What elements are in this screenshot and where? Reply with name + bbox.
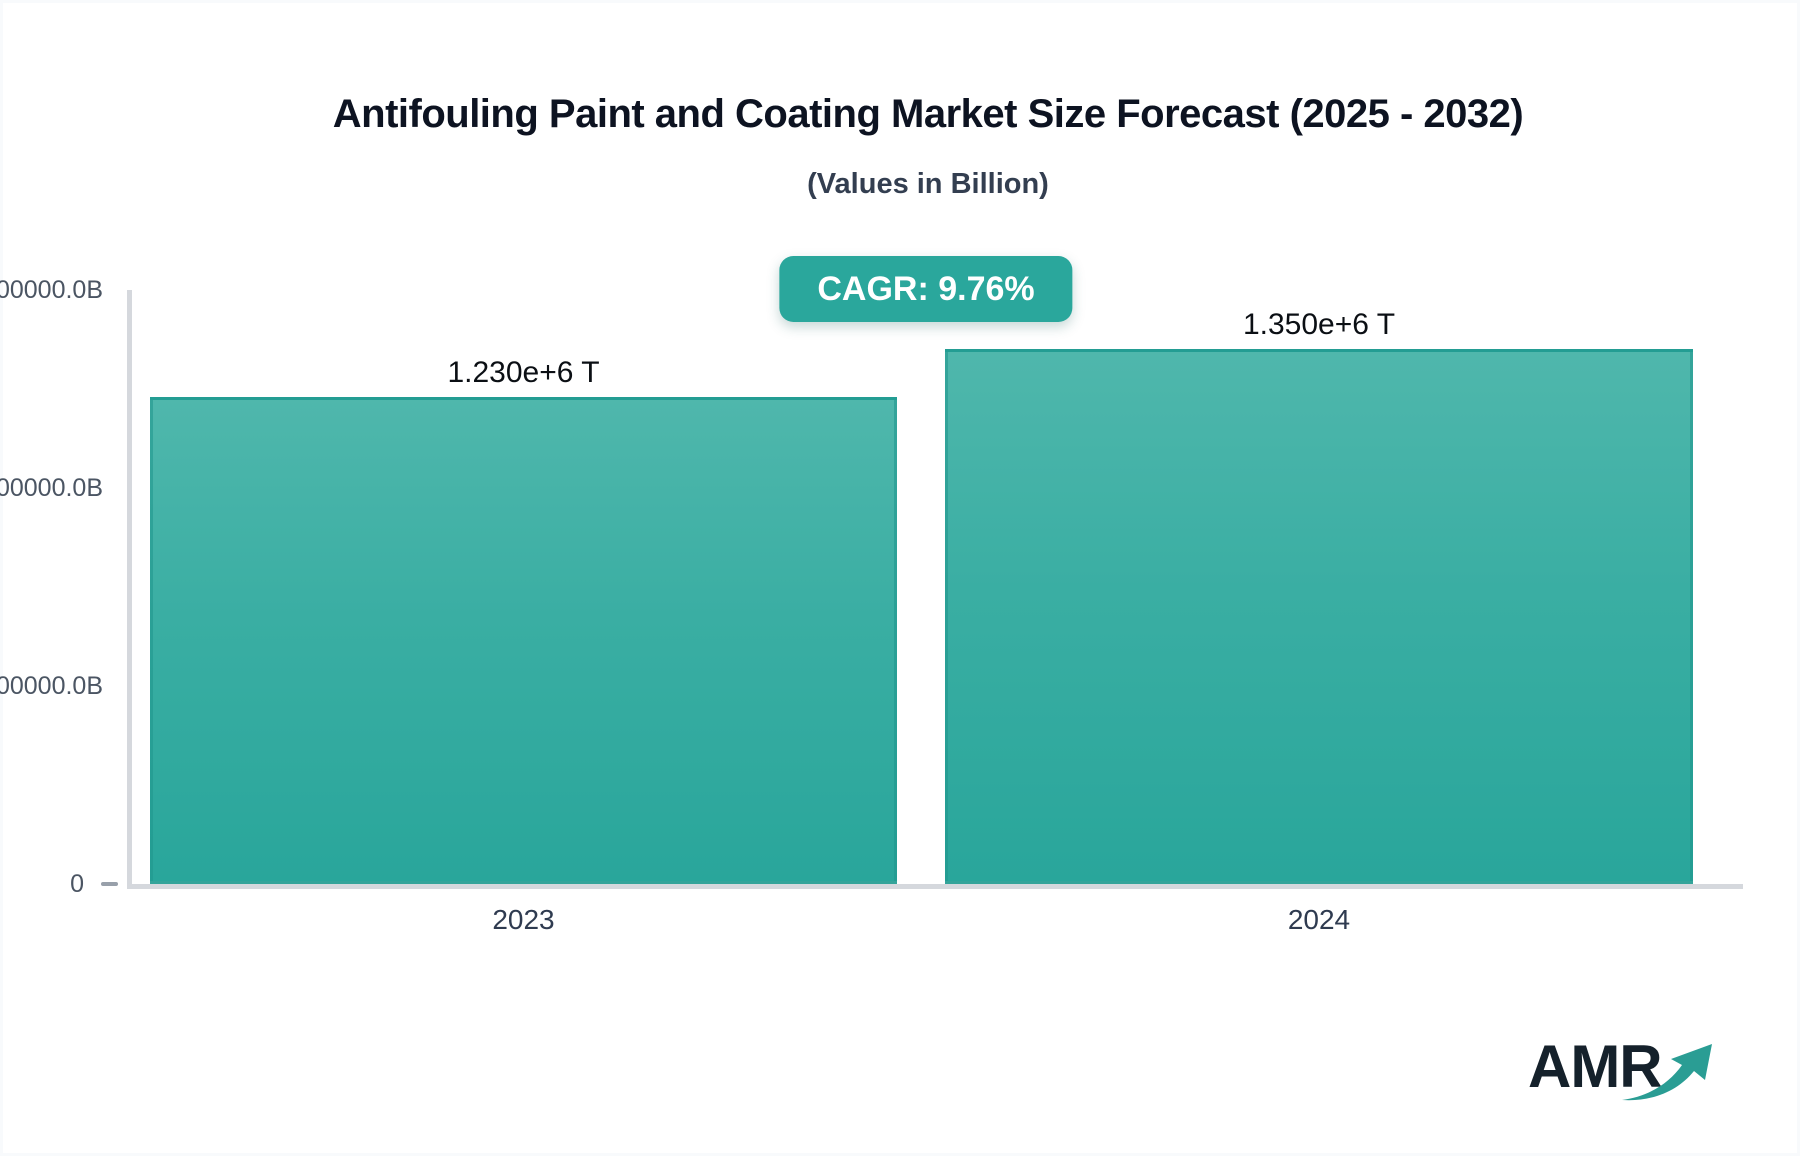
amr-logo: AMR — [1528, 1034, 1718, 1106]
y-axis-line — [127, 290, 132, 889]
y-tick-label-zero: 0 — [70, 870, 84, 898]
bar-value-label-2023: 1.230e+6 T — [447, 356, 600, 389]
bar-value-label-2024: 1.350e+6 T — [1242, 308, 1396, 341]
cagr-badge: CAGR: 9.76% — [779, 256, 1073, 322]
y-tick-mark-zero — [101, 882, 118, 886]
amr-logo-text: AMR — [1528, 1033, 1663, 1100]
y-tick-label-1500000: 00000.0B — [0, 276, 103, 304]
y-tick-label-500000: 00000.0B — [0, 672, 103, 700]
chart-title: Antifouling Paint and Coating Market Siz… — [332, 92, 1524, 136]
growth-arrow-icon — [1622, 1044, 1712, 1101]
x-axis-line — [127, 884, 1743, 889]
y-tick-label-1000000: 00000.0B — [0, 474, 103, 502]
x-axis-label-2024: 2024 — [1287, 904, 1351, 935]
chart-subtitle: (Values in Billion) — [807, 168, 1049, 200]
bar-2023 — [150, 397, 897, 884]
bar-2024 — [945, 349, 1693, 884]
x-axis-label-2023: 2023 — [492, 904, 555, 935]
